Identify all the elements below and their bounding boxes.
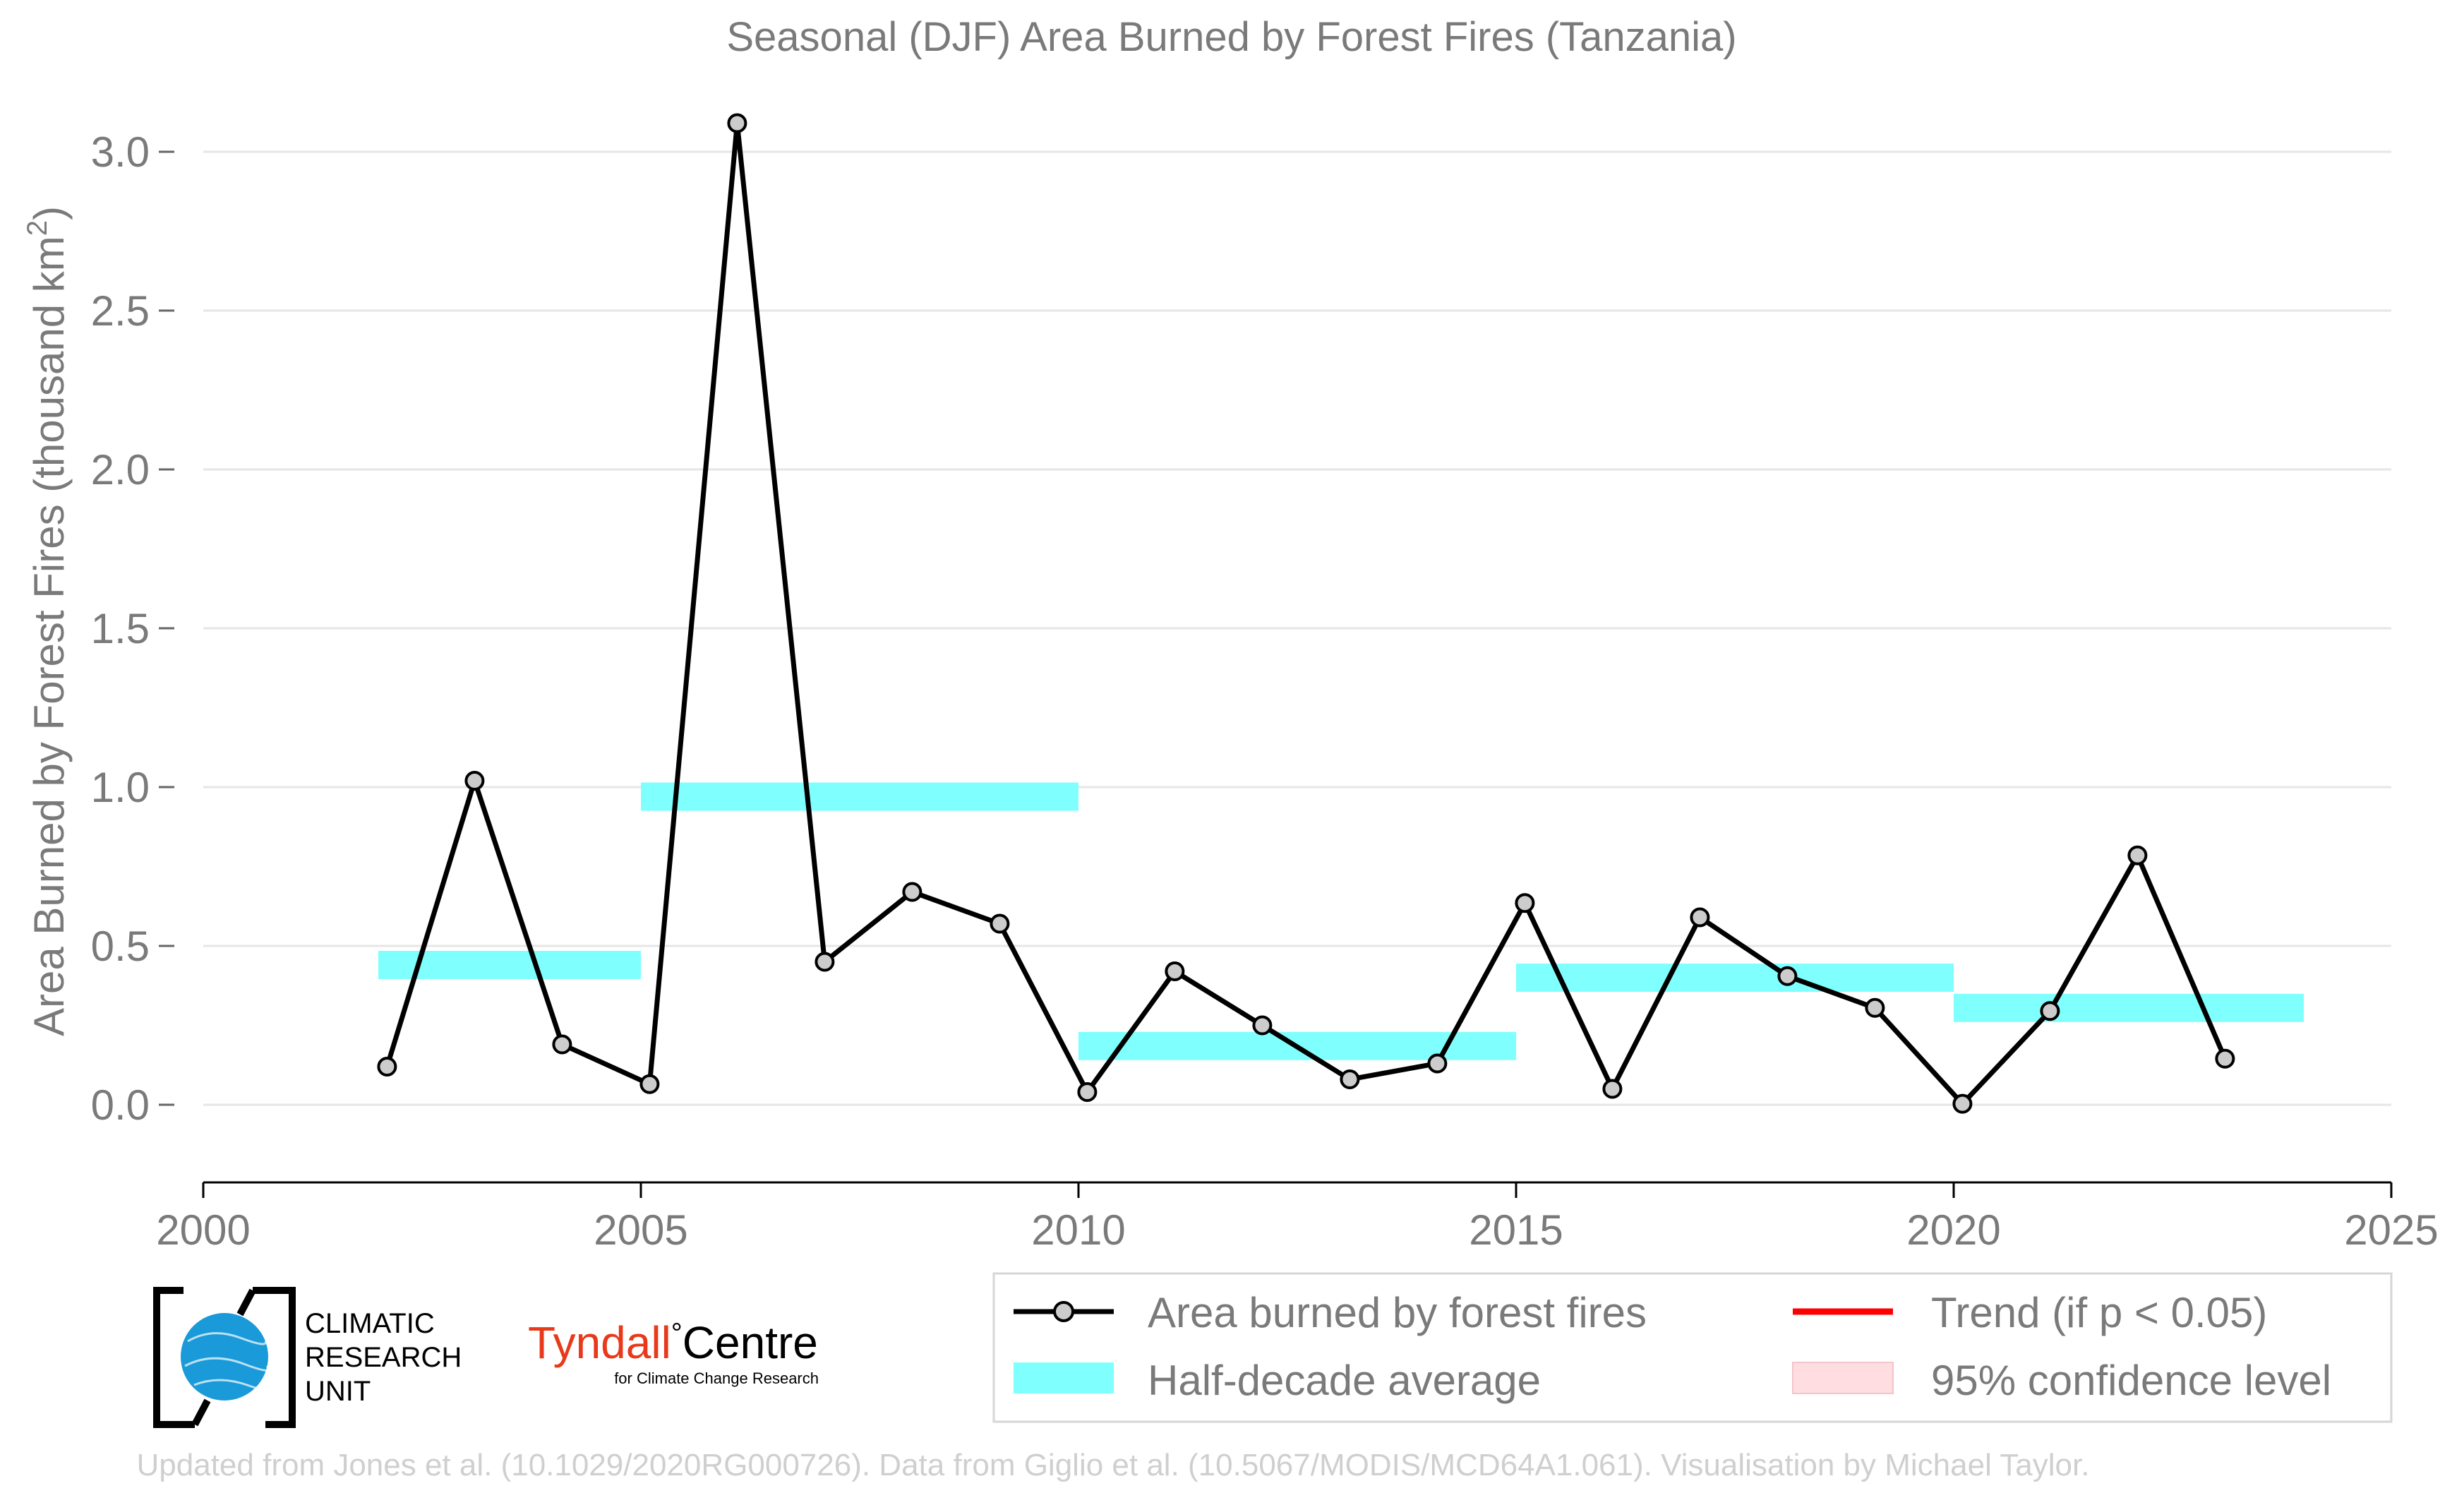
legend-series-label: Area burned by forest fires (1148, 1289, 1647, 1336)
data-point (1427, 1053, 1448, 1074)
y-tick-label: 0.5 (91, 923, 150, 970)
x-tick-label: 2025 (2344, 1206, 2438, 1254)
x-tick-label: 2000 (156, 1206, 250, 1254)
cru-logo-bracket-slash-top (236, 1288, 256, 1317)
data-point (2127, 845, 2148, 865)
data-point (2040, 1001, 2060, 1021)
cru-logo-line-3: UNIT (305, 1376, 371, 1407)
data-point (1340, 1069, 1360, 1089)
data-point (1602, 1079, 1623, 1099)
y-tick-label: 0.0 (91, 1081, 150, 1129)
data-point (377, 1057, 397, 1077)
y-tick-label: 1.0 (91, 764, 150, 811)
data-point (1865, 997, 1885, 1018)
tyndall-logo-centre: Centre (683, 1317, 818, 1368)
cru-logo: CLIMATIC RESEARCH UNIT (153, 1287, 462, 1428)
legend-item-series: Area burned by forest fires (1014, 1289, 1647, 1336)
y-tick-label: 2.5 (91, 287, 150, 335)
data-point (1777, 966, 1798, 986)
data-point (990, 913, 1010, 934)
y-tick-label: 2.0 (91, 446, 150, 493)
legend: Area burned by forest fires Trend (if p … (992, 1272, 2393, 1423)
data-point (902, 882, 923, 902)
cru-logo-bracket-right (253, 1287, 296, 1428)
data-point (1165, 961, 1185, 981)
y-axis-label-superscript: 2 (22, 220, 53, 236)
tyndall-logo: Tyndall°Centre for Climate Change Resear… (528, 1317, 819, 1387)
series-line-layer (385, 121, 2228, 1107)
data-point (1690, 907, 1710, 928)
tyndall-logo-wordmark: Tyndall°Centre (528, 1317, 818, 1368)
y-tick-label: 1.5 (91, 605, 150, 652)
x-tick-label: 2020 (1906, 1206, 2000, 1254)
legend-half-decade-swatch (1014, 1362, 1114, 1393)
data-point (727, 113, 747, 133)
credit-text: Updated from Jones et al. (10.1029/2020R… (137, 1448, 2090, 1482)
data-point (464, 771, 485, 791)
cru-logo-line-1: CLIMATIC (305, 1308, 435, 1339)
globe-contour (184, 1357, 270, 1372)
legend-series-marker (1053, 1301, 1074, 1322)
y-tick-label: 3.0 (91, 128, 150, 176)
cru-logo-line-2: RESEARCH (305, 1342, 462, 1373)
legend-box (992, 1272, 2393, 1423)
x-tick-label: 2015 (1469, 1206, 1563, 1254)
tyndall-logo-main: Tyndall (528, 1317, 671, 1368)
data-point (1252, 1015, 1273, 1036)
legend-confidence-label: 95% confidence level (1931, 1357, 2331, 1404)
data-point (815, 952, 835, 972)
y-axis-label-main: Area Burned by Forest Fires (thousand km (25, 236, 73, 1036)
half-decade-bar (1516, 964, 1954, 992)
half-decade-bar (1954, 993, 2304, 1022)
legend-item-half-decade: Half-decade average (1014, 1357, 1541, 1404)
globe-contour (193, 1379, 267, 1391)
half-decade-bar (641, 782, 1078, 811)
tyndall-logo-degree: ° (671, 1318, 683, 1349)
globe-contour (187, 1332, 267, 1345)
legend-item-confidence: 95% confidence level (1792, 1357, 2331, 1404)
chart-title: Seasonal (DJF) Area Burned by Forest Fir… (726, 14, 1736, 60)
x-tick-label: 2005 (594, 1206, 687, 1254)
data-point (1077, 1082, 1098, 1102)
data-point (552, 1034, 572, 1055)
legend-trend-label: Trend (if p < 0.05) (1931, 1289, 2267, 1336)
legend-confidence-swatch (1792, 1362, 1894, 1394)
x-tick-label: 2010 (1031, 1206, 1125, 1254)
cru-logo-bracket-left (153, 1287, 195, 1428)
grid-lines (203, 150, 2391, 1106)
x-axis: 2000 2005 2010 2015 2020 2025 (156, 1181, 2439, 1254)
y-axis: 0.0 0.5 1.0 1.5 2.0 2.5 3.0 (91, 128, 174, 1129)
data-point (2215, 1048, 2235, 1069)
series-line (385, 121, 2228, 1107)
y-axis-label-close: ) (25, 206, 73, 220)
legend-half-decade-label: Half-decade average (1148, 1357, 1541, 1404)
tyndall-logo-subtitle: for Climate Change Research (614, 1369, 819, 1387)
y-axis-label: Area Burned by Forest Fires (thousand km… (22, 206, 73, 1036)
data-point (1952, 1093, 1973, 1114)
cru-logo-bracket-slash-bottom (191, 1398, 211, 1427)
data-point (639, 1074, 660, 1094)
data-point (1515, 893, 1535, 913)
half-decade-bars (378, 782, 2304, 1060)
series-points (377, 113, 2235, 1114)
legend-item-trend: Trend (if p < 0.05) (1793, 1289, 2267, 1336)
